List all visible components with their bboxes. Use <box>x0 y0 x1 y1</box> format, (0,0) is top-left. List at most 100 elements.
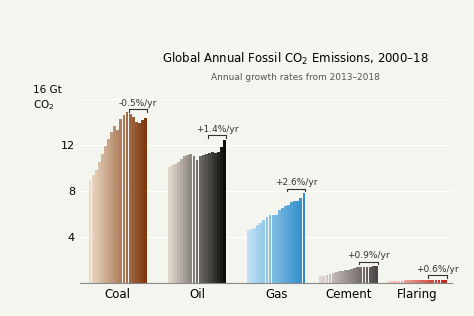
Bar <box>284 206 287 283</box>
Bar <box>168 167 171 283</box>
Bar <box>269 215 272 283</box>
Bar <box>431 280 434 283</box>
Text: +0.6%/yr: +0.6%/yr <box>416 265 459 274</box>
Bar <box>359 267 362 283</box>
Bar <box>372 266 374 283</box>
Bar <box>338 271 341 283</box>
Bar <box>413 280 416 283</box>
Text: Annual growth rates from 2013–2018: Annual growth rates from 2013–2018 <box>211 73 380 82</box>
Bar <box>107 139 110 283</box>
Bar <box>177 162 180 283</box>
Bar <box>202 155 205 283</box>
Bar <box>253 228 256 283</box>
Bar <box>265 217 268 283</box>
Bar <box>217 152 220 283</box>
Bar <box>259 223 262 283</box>
Bar <box>302 193 305 283</box>
Bar <box>132 117 135 283</box>
Bar <box>214 153 217 283</box>
Bar <box>263 220 265 283</box>
Bar <box>89 180 91 283</box>
Bar <box>322 276 325 283</box>
Bar <box>256 225 259 283</box>
Text: +1.4%/yr: +1.4%/yr <box>196 125 238 134</box>
Bar <box>208 153 211 283</box>
Bar <box>353 268 356 283</box>
Bar <box>199 156 201 283</box>
Bar <box>328 274 331 283</box>
Bar <box>365 267 368 283</box>
Text: 16 Gt
CO$_2$: 16 Gt CO$_2$ <box>33 85 62 112</box>
Bar <box>220 147 223 283</box>
Bar <box>113 126 116 283</box>
Bar <box>410 280 413 283</box>
Text: +0.9%/yr: +0.9%/yr <box>347 251 390 260</box>
Bar <box>174 164 177 283</box>
Bar <box>211 152 214 283</box>
Bar <box>116 130 119 283</box>
Bar <box>223 140 226 283</box>
Bar <box>435 280 438 283</box>
Text: Global Annual Fossil CO$_2$ Emissions, 2000–18: Global Annual Fossil CO$_2$ Emissions, 2… <box>162 51 429 67</box>
Bar <box>401 281 403 283</box>
Bar <box>319 276 322 283</box>
Bar <box>428 280 431 283</box>
Bar <box>180 159 183 283</box>
Bar <box>101 154 104 283</box>
Bar <box>205 154 208 283</box>
Bar <box>196 160 199 283</box>
Bar <box>375 266 378 283</box>
Bar <box>350 269 353 283</box>
Bar <box>347 270 350 283</box>
Bar <box>438 280 440 283</box>
Bar <box>144 118 147 283</box>
Bar <box>126 112 128 283</box>
Bar <box>363 267 365 283</box>
Bar <box>272 215 274 283</box>
Bar <box>388 281 391 283</box>
Bar <box>278 210 281 283</box>
Bar <box>247 230 250 283</box>
Bar <box>425 280 428 283</box>
Text: +2.6%/yr: +2.6%/yr <box>275 178 318 187</box>
Bar <box>128 113 131 283</box>
Bar <box>138 123 141 283</box>
Bar <box>394 281 397 283</box>
Bar <box>98 162 100 283</box>
Bar <box>416 280 419 283</box>
Bar <box>369 266 372 283</box>
Bar <box>95 170 98 283</box>
Bar <box>110 132 113 283</box>
Bar <box>444 280 447 283</box>
Bar <box>171 166 174 283</box>
Bar <box>404 281 407 283</box>
Bar <box>356 267 359 283</box>
Bar <box>335 272 337 283</box>
Bar <box>141 120 144 283</box>
Bar <box>398 281 401 283</box>
Bar <box>119 119 122 283</box>
Bar <box>300 198 302 283</box>
Bar <box>293 201 296 283</box>
Bar <box>332 273 335 283</box>
Bar <box>250 229 253 283</box>
Bar <box>104 146 107 283</box>
Bar <box>392 281 394 283</box>
Bar <box>341 271 344 283</box>
Bar <box>344 270 347 283</box>
Bar <box>407 281 410 283</box>
Bar <box>419 280 422 283</box>
Bar <box>326 275 328 283</box>
Bar <box>190 154 192 283</box>
Bar <box>290 202 293 283</box>
Bar <box>192 156 195 283</box>
Text: -0.5%/yr: -0.5%/yr <box>118 99 157 107</box>
Bar <box>135 122 137 283</box>
Bar <box>441 280 444 283</box>
Bar <box>275 215 278 283</box>
Bar <box>91 175 94 283</box>
Bar <box>422 280 425 283</box>
Bar <box>296 201 299 283</box>
Bar <box>287 205 290 283</box>
Bar <box>122 115 125 283</box>
